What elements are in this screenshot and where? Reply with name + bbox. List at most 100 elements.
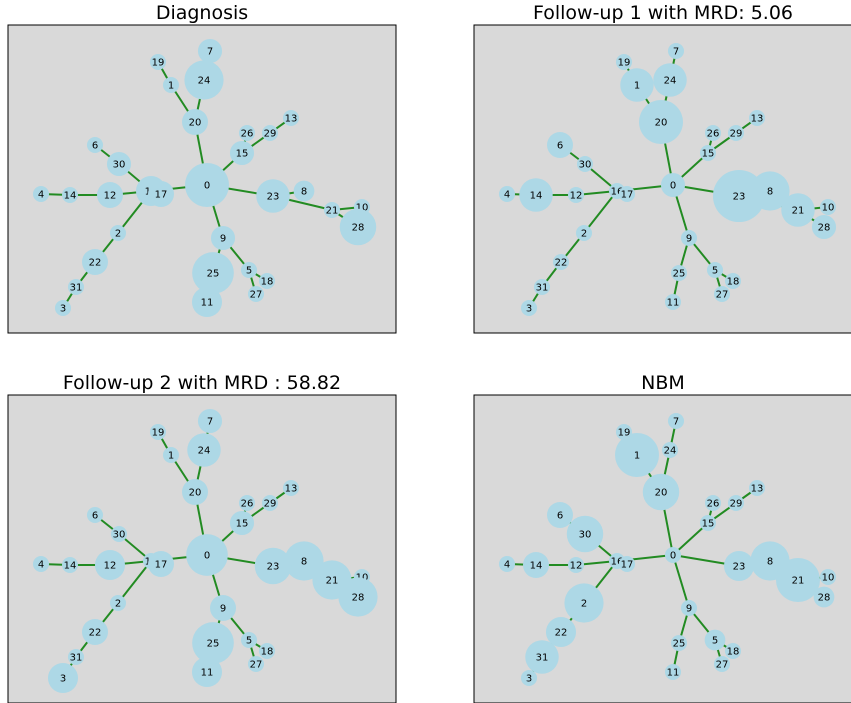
node-4 [498, 555, 516, 573]
node-14 [61, 186, 79, 204]
node-26 [704, 494, 722, 512]
node-13 [748, 109, 766, 127]
node-27 [247, 655, 265, 673]
node-27 [713, 655, 731, 673]
node-17 [148, 551, 174, 577]
node-label-27: 27 [716, 290, 729, 301]
node-27 [247, 285, 265, 303]
node-label-11: 11 [201, 668, 214, 679]
network-panel-2: Follow-up 1 with MRD: 5.0601234567891011… [473, 2, 851, 334]
node-20 [182, 479, 208, 505]
node-label-20: 20 [189, 488, 202, 499]
node-28 [338, 577, 378, 617]
node-22 [545, 616, 577, 648]
node-6 [86, 506, 104, 524]
node-label-29: 29 [730, 129, 743, 140]
node-2 [564, 583, 604, 623]
node-label-1: 1 [634, 451, 640, 462]
node-label-20: 20 [655, 118, 668, 129]
node-28 [813, 586, 835, 608]
node-30 [110, 525, 128, 543]
node-label-13: 13 [751, 484, 764, 495]
nodes: 0123456789101112131415161718192021222324… [32, 38, 377, 318]
node-label-25: 25 [207, 269, 220, 280]
node-30 [106, 151, 132, 177]
node-label-6: 6 [557, 141, 563, 152]
node-label-5: 5 [246, 266, 252, 277]
node-13 [282, 109, 300, 127]
node-label-3: 3 [60, 304, 66, 315]
node-25 [670, 634, 688, 652]
node-label-20: 20 [655, 488, 668, 499]
node-25 [192, 622, 234, 664]
node-21 [781, 193, 815, 227]
node-31 [533, 278, 551, 296]
node-label-3: 3 [60, 674, 66, 685]
node-label-24: 24 [198, 446, 211, 457]
network-panel-3: Follow-up 2 with MRD : 58.82012345678910… [7, 372, 397, 703]
node-label-2: 2 [115, 229, 121, 240]
node-label-19: 19 [152, 58, 165, 69]
node-label-31: 31 [536, 653, 549, 664]
node-label-15: 15 [236, 149, 249, 160]
node-label-14: 14 [530, 191, 543, 202]
node-14 [61, 556, 79, 574]
nodes: 0123456789101112131415161718192021222324… [32, 408, 378, 694]
node-30 [576, 155, 594, 173]
node-15 [229, 140, 255, 166]
node-label-27: 27 [250, 660, 263, 671]
node-label-10: 10 [822, 573, 835, 584]
node-label-25: 25 [207, 639, 220, 650]
node-0 [186, 534, 228, 576]
network-panel-1: Diagnosis0123456789101112131415161718192… [7, 2, 397, 334]
node-11 [664, 663, 682, 681]
node-19 [615, 423, 633, 441]
node-label-26: 26 [707, 499, 720, 510]
node-6 [547, 502, 573, 528]
node-29 [261, 494, 279, 512]
node-label-17: 17 [155, 190, 168, 201]
node-7 [667, 42, 685, 60]
nodes: 0123456789101112131415161718192021222324… [498, 42, 837, 317]
node-label-16: 16 [611, 187, 624, 198]
node-11 [191, 656, 223, 688]
node-0 [660, 172, 686, 198]
node-label-12: 12 [570, 191, 583, 202]
node-17 [618, 555, 636, 573]
node-18 [724, 642, 742, 660]
node-label-7: 7 [207, 417, 213, 428]
node-18 [258, 272, 276, 290]
node-label-28: 28 [818, 223, 831, 234]
node-label-9: 9 [220, 234, 226, 245]
node-29 [261, 124, 279, 142]
node-1 [162, 446, 180, 464]
node-4 [498, 185, 516, 203]
node-label-15: 15 [702, 519, 715, 530]
node-label-9: 9 [686, 234, 692, 245]
panel-title: Diagnosis [156, 2, 248, 24]
node-label-7: 7 [673, 47, 679, 58]
edge-0-9 [672, 554, 690, 609]
node-9 [210, 225, 236, 251]
node-21 [776, 558, 820, 602]
node-25 [192, 252, 234, 294]
node-label-9: 9 [220, 604, 226, 615]
node-31 [67, 648, 85, 666]
node-1 [615, 433, 659, 477]
node-4 [32, 555, 50, 573]
node-17 [618, 185, 636, 203]
node-13 [748, 479, 766, 497]
node-label-6: 6 [92, 141, 98, 152]
node-6 [547, 132, 573, 158]
node-8 [284, 541, 324, 581]
node-label-21: 21 [326, 576, 339, 587]
node-23 [256, 179, 290, 213]
node-label-1: 1 [634, 81, 640, 92]
node-label-0: 0 [670, 551, 676, 562]
node-label-10: 10 [356, 203, 369, 214]
node-label-28: 28 [352, 223, 365, 234]
node-label-4: 4 [38, 190, 44, 201]
node-label-7: 7 [207, 47, 213, 58]
node-label-20: 20 [189, 118, 202, 129]
node-label-2: 2 [581, 229, 587, 240]
